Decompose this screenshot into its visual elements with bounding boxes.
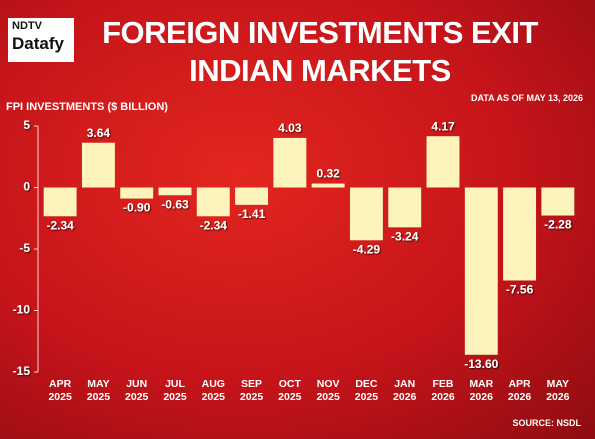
value-label: 0.32 xyxy=(316,167,340,181)
value-label: 3.64 xyxy=(87,126,111,140)
y-tick-label: 0 xyxy=(23,180,30,194)
subtitle: DATA AS OF MAY 13, 2026 xyxy=(470,93,583,103)
value-label: -4.29 xyxy=(353,242,381,256)
bar xyxy=(388,187,422,228)
y-tick-label: 5 xyxy=(23,118,30,132)
x-tick-label: SEP 2025 xyxy=(239,378,264,403)
bar xyxy=(235,187,269,205)
logo-box xyxy=(8,18,74,62)
bar xyxy=(541,187,575,216)
y-axis-label: FPI INVESTMENTS ($ BILLION) xyxy=(6,101,168,113)
x-tick-label: MAY 2026 xyxy=(546,378,570,403)
bar xyxy=(311,183,345,188)
value-label: -0.90 xyxy=(123,201,151,215)
value-label: -2.28 xyxy=(544,218,572,232)
y-tick-label: -10 xyxy=(13,303,31,317)
x-tick-label: OCT 2025 xyxy=(278,378,302,403)
brand: NDTV xyxy=(12,20,42,32)
value-label: -1.41 xyxy=(238,207,266,221)
bar xyxy=(464,187,498,355)
bar xyxy=(43,187,77,217)
bar xyxy=(81,142,115,188)
x-tick-label: AUG 2025 xyxy=(201,378,225,403)
value-label: 4.03 xyxy=(278,121,302,135)
bar xyxy=(503,187,537,281)
value-label: -3.24 xyxy=(391,230,419,244)
value-label: 4.17 xyxy=(431,119,455,133)
x-tick-label: JAN 2026 xyxy=(393,378,417,403)
bar xyxy=(273,137,307,188)
bar xyxy=(426,136,460,188)
x-tick-label: APR 2026 xyxy=(507,378,532,403)
x-tick-label: MAR 2026 xyxy=(469,378,494,403)
x-tick-label: JUN 2025 xyxy=(125,378,149,403)
x-tick-label: DEC 2025 xyxy=(354,378,379,403)
bar xyxy=(120,187,154,199)
value-label: -2.34 xyxy=(200,218,228,232)
chart-title: FOREIGN INVESTMENTS EXIT INDIAN MARKETS xyxy=(102,15,538,88)
y-tick-label: -15 xyxy=(13,364,31,378)
bar xyxy=(349,187,383,241)
x-tick-label: NOV 2025 xyxy=(316,378,340,403)
brand-sub: Datafy xyxy=(12,34,64,53)
value-label: -2.34 xyxy=(46,218,74,232)
x-tick-label: APR 2025 xyxy=(48,378,72,403)
bar xyxy=(158,187,192,196)
value-label: -0.63 xyxy=(161,197,189,211)
value-label: -7.56 xyxy=(506,283,534,297)
source: SOURCE: NSDL xyxy=(512,418,581,428)
x-tick-label: JUL 2025 xyxy=(163,378,187,403)
bar xyxy=(196,187,230,217)
x-tick-label: MAY 2025 xyxy=(86,378,111,403)
x-tick-label: FEB 2026 xyxy=(431,378,455,403)
y-tick-label: -5 xyxy=(19,241,30,255)
value-label: -13.60 xyxy=(464,357,498,371)
